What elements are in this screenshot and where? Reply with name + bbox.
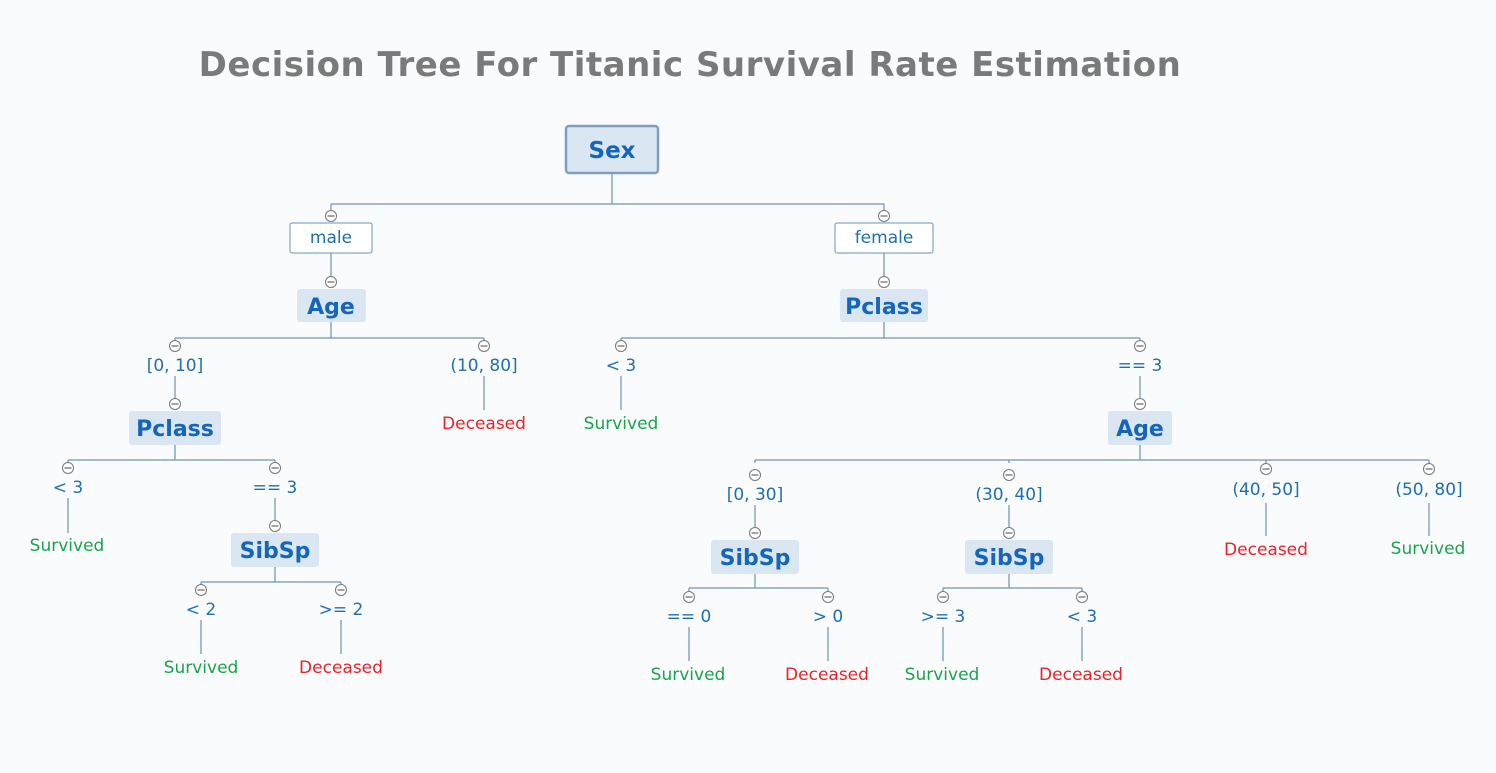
root-node-label: Sex — [589, 138, 636, 164]
attribute-node-age-female[interactable]: Age — [1108, 411, 1172, 445]
minus-circle-icon[interactable] — [269, 520, 281, 532]
branch-label: male — [310, 228, 352, 248]
attribute-node-age-male[interactable]: Age — [297, 289, 366, 322]
attribute-node-pclass-female[interactable]: Pclass — [840, 289, 928, 322]
branch-label: < 3 — [53, 478, 83, 498]
attribute-label: Age — [1116, 417, 1164, 442]
attribute-label: SibSp — [974, 546, 1045, 571]
attribute-label: Pclass — [845, 295, 923, 320]
attribute-label: Pclass — [136, 417, 214, 442]
minus-circle-icon[interactable] — [325, 210, 337, 222]
leaf-outcome: Deceased — [1224, 540, 1308, 560]
collapse-toggles — [62, 210, 1435, 603]
attribute-node-sibsp-age-0-30[interactable]: SibSp — [711, 540, 799, 574]
minus-circle-icon[interactable] — [1260, 463, 1272, 475]
leaf-outcomes: Deceased Survived Survived Deceased Surv… — [30, 414, 1466, 685]
minus-circle-icon[interactable] — [937, 591, 949, 603]
minus-circle-icon[interactable] — [822, 591, 834, 603]
branch-label: == 0 — [667, 607, 712, 627]
branch-female[interactable]: female — [834, 222, 934, 254]
minus-circle-icon[interactable] — [878, 210, 890, 222]
minus-circle-icon[interactable] — [1003, 527, 1015, 539]
branch-label: (10, 80] — [450, 356, 517, 376]
attribute-label: Age — [307, 295, 355, 320]
branch-label: == 3 — [1118, 356, 1163, 376]
minus-circle-icon[interactable] — [478, 340, 490, 352]
branch-label: == 3 — [253, 478, 298, 498]
branch-label: female — [855, 228, 914, 248]
branch-male[interactable]: male — [289, 222, 373, 254]
branch-label: < 2 — [186, 600, 216, 620]
minus-circle-icon[interactable] — [1134, 398, 1146, 410]
minus-circle-icon[interactable] — [195, 584, 207, 596]
minus-circle-icon[interactable] — [1076, 591, 1088, 603]
minus-circle-icon[interactable] — [269, 462, 281, 474]
branch-label: (40, 50] — [1232, 480, 1299, 500]
attribute-node-sibsp-age-30-40[interactable]: SibSp — [965, 540, 1053, 574]
branch-label: (50, 80] — [1395, 480, 1462, 500]
minus-circle-icon[interactable] — [325, 276, 337, 288]
leaf-outcome: Deceased — [785, 665, 869, 685]
branch-labels: [0, 10] (10, 80] < 3 == 3 < 3 == 3 [0, 3… — [53, 356, 1463, 627]
leaf-outcome: Survived — [905, 665, 980, 685]
minus-circle-icon[interactable] — [169, 398, 181, 410]
root-node[interactable]: Sex — [564, 124, 660, 175]
branch-label: >= 3 — [921, 607, 966, 627]
branch-label: (30, 40] — [975, 485, 1042, 505]
minus-circle-icon[interactable] — [683, 591, 695, 603]
minus-circle-icon[interactable] — [169, 340, 181, 352]
attribute-label: SibSp — [240, 539, 311, 564]
minus-circle-icon[interactable] — [749, 469, 761, 481]
minus-circle-icon[interactable] — [615, 340, 627, 352]
leaf-outcome: Survived — [651, 665, 726, 685]
minus-circle-icon[interactable] — [749, 527, 761, 539]
tree-connectors — [67, 174, 1430, 661]
minus-circle-icon[interactable] — [62, 462, 74, 474]
leaf-outcome: Survived — [164, 658, 239, 678]
attribute-label: SibSp — [720, 546, 791, 571]
minus-circle-icon[interactable] — [1134, 340, 1146, 352]
minus-circle-icon[interactable] — [1423, 463, 1435, 475]
branch-label: >= 2 — [319, 600, 364, 620]
leaf-outcome: Deceased — [1039, 665, 1123, 685]
leaf-outcome: Deceased — [299, 658, 383, 678]
minus-circle-icon[interactable] — [1003, 469, 1015, 481]
minus-circle-icon[interactable] — [878, 276, 890, 288]
minus-circle-icon[interactable] — [335, 584, 347, 596]
attribute-node-sibsp-male[interactable]: SibSp — [231, 533, 319, 567]
branch-label: [0, 30] — [727, 485, 784, 505]
branch-label: < 3 — [1067, 607, 1097, 627]
branch-label: > 0 — [813, 607, 843, 627]
branch-label: < 3 — [606, 356, 636, 376]
branch-label: [0, 10] — [147, 356, 204, 376]
leaf-outcome: Deceased — [442, 414, 526, 434]
diagram-title: Decision Tree For Titanic Survival Rate … — [199, 45, 1182, 85]
leaf-outcome: Survived — [30, 536, 105, 556]
leaf-outcome: Survived — [1391, 539, 1466, 559]
attribute-node-pclass-male[interactable]: Pclass — [129, 411, 221, 445]
leaf-outcome: Survived — [584, 414, 659, 434]
